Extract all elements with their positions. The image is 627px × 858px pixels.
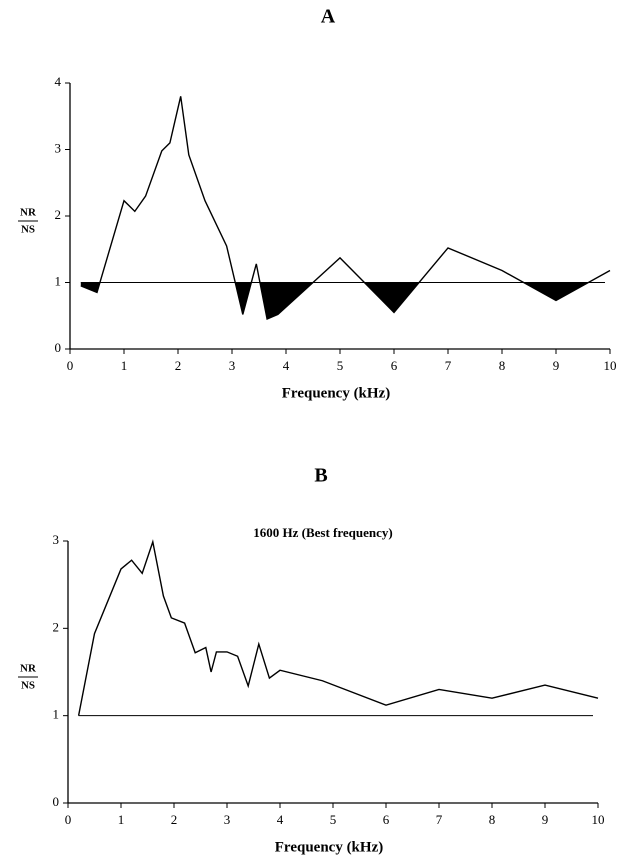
data-line bbox=[77, 539, 599, 716]
y-axis-label-denominator: NS bbox=[21, 224, 35, 236]
x-tick-label: 7 bbox=[445, 358, 452, 373]
y-tick-label: 0 bbox=[53, 794, 60, 809]
chart-title: A bbox=[321, 6, 336, 28]
x-tick-label: 2 bbox=[171, 812, 178, 827]
y-tick-label: 2 bbox=[55, 207, 62, 222]
y-tick-label: 4 bbox=[55, 74, 62, 89]
x-tick-label: 6 bbox=[391, 358, 398, 373]
x-tick-label: 4 bbox=[277, 812, 284, 827]
x-tick-label: 0 bbox=[67, 358, 74, 373]
x-axis-label: Frequency (kHz) bbox=[282, 385, 390, 401]
x-tick-label: 2 bbox=[175, 358, 182, 373]
x-tick-label: 10 bbox=[592, 812, 605, 827]
x-tick-label: 7 bbox=[436, 812, 443, 827]
y-tick-label: 2 bbox=[53, 619, 60, 634]
x-tick-label: 3 bbox=[224, 812, 231, 827]
y-tick-label: 3 bbox=[53, 532, 60, 547]
x-tick-label: 5 bbox=[330, 812, 337, 827]
y-tick-label: 1 bbox=[53, 707, 60, 722]
y-tick-label: 1 bbox=[55, 273, 62, 288]
y-axis-label-numerator: NR bbox=[20, 663, 37, 675]
chart-title: B bbox=[314, 465, 327, 487]
x-tick-label: 6 bbox=[383, 812, 390, 827]
y-axis-label-numerator: NR bbox=[20, 207, 37, 219]
y-tick-label: 3 bbox=[55, 140, 62, 155]
x-tick-label: 1 bbox=[121, 358, 128, 373]
x-axis-label: Frequency (kHz) bbox=[275, 839, 383, 855]
x-tick-label: 8 bbox=[489, 812, 496, 827]
y-tick-label: 0 bbox=[55, 340, 62, 355]
x-tick-label: 8 bbox=[499, 358, 506, 373]
x-tick-label: 9 bbox=[553, 358, 560, 373]
x-tick-label: 3 bbox=[229, 358, 236, 373]
shaded-area bbox=[80, 282, 610, 320]
x-tick-label: 5 bbox=[337, 358, 344, 373]
x-tick-label: 10 bbox=[604, 358, 617, 373]
x-tick-label: 1 bbox=[118, 812, 125, 827]
y-axis-label-denominator: NS bbox=[21, 680, 35, 692]
x-tick-label: 4 bbox=[283, 358, 290, 373]
data-line bbox=[80, 96, 611, 321]
x-tick-label: 9 bbox=[542, 812, 549, 827]
x-tick-label: 0 bbox=[65, 812, 72, 827]
chart-subtitle: 1600 Hz (Best frequency) bbox=[253, 525, 392, 540]
